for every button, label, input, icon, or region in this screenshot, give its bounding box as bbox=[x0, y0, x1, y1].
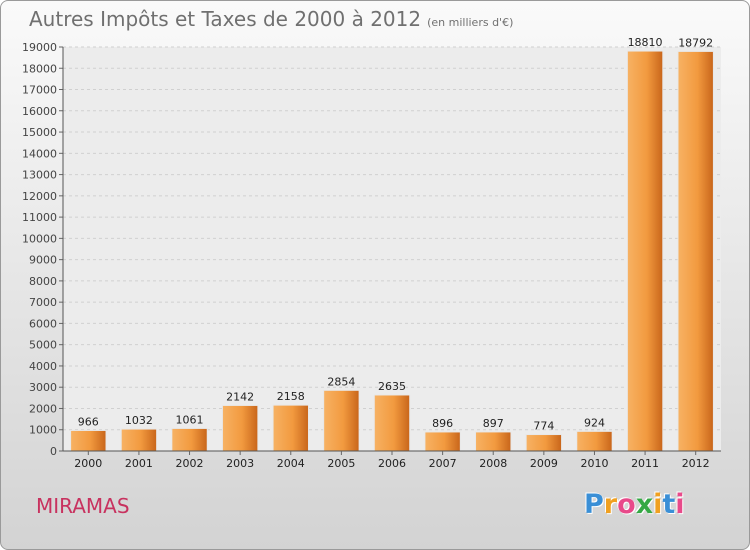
bar-2008 bbox=[475, 431, 512, 452]
data-label-2003: 2142 bbox=[226, 390, 254, 403]
y-tick-label: 18000 bbox=[22, 62, 57, 75]
y-tick-label: 6000 bbox=[29, 317, 57, 330]
y-tick-label: 17000 bbox=[22, 84, 57, 97]
x-tick-label: 2004 bbox=[277, 457, 305, 470]
x-tick-label: 2001 bbox=[125, 457, 153, 470]
logo-letter: i bbox=[675, 489, 685, 520]
bar-2002 bbox=[171, 427, 208, 452]
y-tick-label: 16000 bbox=[22, 105, 57, 118]
x-tick-label: 2011 bbox=[631, 457, 659, 470]
data-label-2007: 896 bbox=[432, 417, 453, 430]
data-label-2006: 2635 bbox=[378, 380, 406, 393]
y-tick-label: 1000 bbox=[29, 424, 57, 437]
x-tick-label: 2005 bbox=[327, 457, 355, 470]
y-tick-label: 3000 bbox=[29, 381, 57, 394]
bar-2000 bbox=[70, 429, 107, 452]
x-tick-label: 2006 bbox=[378, 457, 406, 470]
y-tick-label: 5000 bbox=[29, 339, 57, 352]
bar-2012 bbox=[677, 50, 714, 452]
data-label-2008: 897 bbox=[483, 417, 504, 430]
logo-letter: i bbox=[653, 489, 663, 520]
y-tick-label: 12000 bbox=[22, 190, 57, 203]
bar-2004 bbox=[272, 404, 309, 452]
x-tick-label: 2009 bbox=[530, 457, 558, 470]
y-tick-label: 9000 bbox=[29, 254, 57, 267]
place-name: MIRAMAS bbox=[36, 494, 130, 518]
data-label-2005: 2854 bbox=[327, 375, 355, 388]
bars bbox=[70, 50, 714, 452]
data-label-2001: 1032 bbox=[125, 414, 153, 427]
y-tick-label: 4000 bbox=[29, 360, 57, 373]
logo-letter: x bbox=[635, 489, 654, 520]
y-tick-label: 8000 bbox=[29, 275, 57, 288]
title-text: Autres Impôts et Taxes de 2000 à 2012 bbox=[29, 7, 422, 31]
logo-letter: o bbox=[617, 489, 636, 520]
y-tick-label: 13000 bbox=[22, 169, 57, 182]
x-tick-label: 2007 bbox=[429, 457, 457, 470]
y-tick-label: 10000 bbox=[22, 232, 57, 245]
data-label-2011: 18810 bbox=[628, 36, 663, 49]
x-tick-label: 2002 bbox=[176, 457, 204, 470]
chart-subtitle: (en milliers d'€) bbox=[427, 16, 514, 29]
data-label-2009: 774 bbox=[533, 420, 554, 433]
y-tick-label: 15000 bbox=[22, 126, 57, 139]
y-tick-label: 0 bbox=[50, 445, 57, 458]
bar-2003 bbox=[221, 404, 259, 452]
bar-2009 bbox=[525, 434, 563, 452]
y-tick-label: 2000 bbox=[29, 402, 57, 415]
x-tick-label: 2008 bbox=[479, 457, 507, 470]
data-label-2010: 924 bbox=[584, 416, 605, 429]
plot-area bbox=[63, 47, 721, 451]
data-label-2000: 966 bbox=[78, 415, 99, 428]
chart-title: Autres Impôts et Taxes de 2000 à 2012 (en… bbox=[29, 7, 513, 31]
x-tick-label: 2000 bbox=[74, 457, 102, 470]
bar-2011 bbox=[626, 50, 664, 452]
logo-letter: P bbox=[584, 489, 604, 520]
bar-2001 bbox=[120, 428, 158, 452]
bar-2006 bbox=[373, 394, 411, 452]
x-tick-label: 2010 bbox=[580, 457, 608, 470]
y-tick-label: 14000 bbox=[22, 147, 57, 160]
bar-2007 bbox=[424, 431, 461, 452]
data-label-2004: 2158 bbox=[277, 390, 305, 403]
bar-2010 bbox=[576, 430, 613, 452]
y-tick-label: 7000 bbox=[29, 296, 57, 309]
y-tick-label: 11000 bbox=[22, 211, 57, 224]
x-tick-label: 2003 bbox=[226, 457, 254, 470]
axes: 0 1000 2000 3000 4000 5000 6000 7000 8000 9000 100… bbox=[22, 41, 721, 470]
y-tick-label: 19000 bbox=[22, 41, 57, 54]
logo-letter: r bbox=[603, 489, 618, 520]
grid-lines bbox=[63, 46, 721, 452]
bar-2005 bbox=[323, 389, 360, 452]
x-tick-label: 2012 bbox=[682, 457, 710, 470]
data-labels: 966 1032 1061 2142 2158 2854 2635 896 897 774 924 1… bbox=[78, 36, 713, 433]
data-label-2012: 18792 bbox=[678, 36, 713, 49]
proxiti-logo: Proxiti bbox=[584, 489, 685, 520]
data-label-2002: 1061 bbox=[176, 413, 204, 426]
logo-letter: t bbox=[662, 489, 676, 520]
